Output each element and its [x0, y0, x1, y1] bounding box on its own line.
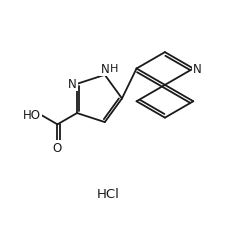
Text: O: O — [53, 142, 62, 155]
Text: H: H — [109, 64, 118, 74]
Text: N: N — [68, 78, 77, 91]
Text: N: N — [193, 63, 201, 76]
Text: N: N — [100, 63, 109, 75]
Text: HCl: HCl — [97, 187, 119, 200]
Text: HO: HO — [23, 109, 41, 122]
